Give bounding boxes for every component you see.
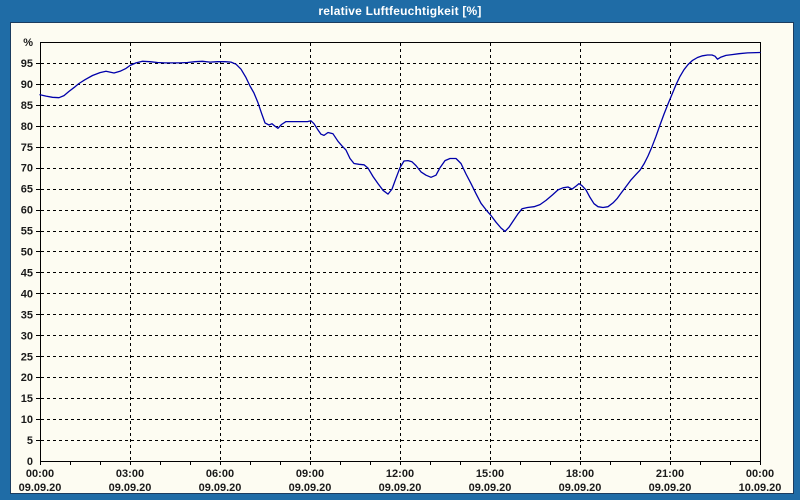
x-tick-date-label: 09.09.20 [379,482,422,494]
x-tick-time-label: 09:00 [296,468,324,480]
y-tick-label: 25 [21,351,33,363]
y-tick-label: 70 [21,163,33,175]
y-tick-label: 90 [21,79,33,91]
y-tick-label: 60 [21,205,33,217]
y-tick-label: 80 [21,121,33,133]
y-tick-label: 75 [21,142,33,154]
y-tick-label: 40 [21,288,33,300]
window-titlebar[interactable]: relative Luftfeuchtigkeit [%] [0,0,800,22]
y-tick-label: 30 [21,330,33,342]
y-axis-unit-label: % [23,37,33,49]
window-title: relative Luftfeuchtigkeit [%] [318,4,482,18]
y-tick-label: 85 [21,100,33,112]
grid-lines [41,43,759,460]
axes-frame [36,42,761,465]
y-tick-label: 10 [21,414,33,426]
x-tick-date-label: 09.09.20 [469,482,512,494]
x-tick-time-label: 00:00 [26,468,54,480]
chart-area [10,22,794,494]
y-tick-label: 45 [21,267,33,279]
x-tick-time-label: 18:00 [566,468,594,480]
x-tick-date-label: 09.09.20 [649,482,692,494]
y-tick-label: 15 [21,393,33,405]
x-tick-date-label: 10.09.20 [739,482,782,494]
x-tick-date-label: 09.09.20 [559,482,602,494]
x-tick-time-label: 21:00 [656,468,684,480]
y-tick-label: 35 [21,309,33,321]
x-tick-time-label: 00:00 [746,468,774,480]
y-tick-label: 65 [21,184,33,196]
y-tick-label: 0 [27,456,33,468]
y-tick-label: 95 [21,58,33,70]
series-line-humidity [39,51,761,233]
y-tick-label: 5 [27,435,33,447]
x-tick-date-label: 09.09.20 [289,482,332,494]
x-tick-time-label: 15:00 [476,468,504,480]
x-tick-date-label: 09.09.20 [199,482,242,494]
x-axis-labels: 00:00 09.09.20 03:00 09.09.20 06:00 09.09.20 0… [19,468,782,494]
x-tick-time-label: 06:00 [206,468,234,480]
x-tick-date-label: 09.09.20 [19,482,62,494]
y-tick-label: 55 [21,226,33,238]
x-tick-time-label: 03:00 [116,468,144,480]
y-tick-label: 50 [21,247,33,259]
x-tick-date-label: 09.09.20 [109,482,152,494]
x-tick-time-label: 12:00 [386,468,414,480]
y-tick-label: 20 [21,372,33,384]
y-axis-labels: 0 5 10 15 20 25 30 35 40 45 50 55 60 65 70 75 80 85 90 95% [21,37,33,468]
